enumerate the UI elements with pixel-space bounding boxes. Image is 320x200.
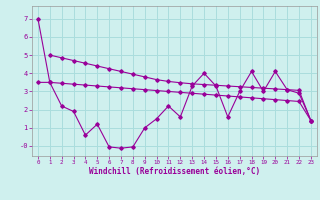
X-axis label: Windchill (Refroidissement éolien,°C): Windchill (Refroidissement éolien,°C) [89, 167, 260, 176]
